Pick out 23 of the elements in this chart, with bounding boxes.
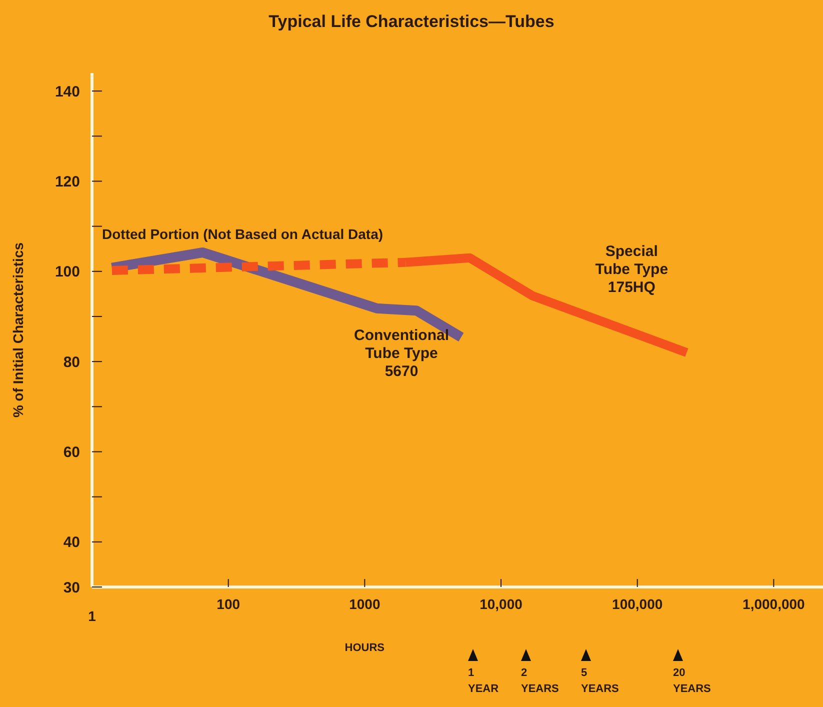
x-tick-label: 10,000: [480, 596, 523, 612]
y-tick-label: 40: [63, 534, 80, 552]
text: 1 YEAR: [468, 666, 499, 697]
chart-title: Typical Life Characteristics—Tubes: [268, 12, 556, 32]
x-axis-title: HOURS: [344, 642, 386, 654]
text: 20 YEARS: [673, 666, 711, 697]
y-tick-label: 60: [63, 444, 80, 462]
x-tick-label: 1,000,000: [742, 596, 806, 612]
text: 5 YEARS: [581, 666, 619, 697]
y-tick-label: 30: [63, 579, 80, 596]
x-tick-label: 100,000: [612, 596, 663, 612]
text: 2 YEARS: [521, 666, 559, 697]
series-label: Conventional Tube Type 5670: [352, 327, 450, 382]
y-tick-label: 80: [63, 354, 80, 371]
text: 1: [87, 608, 97, 624]
annotation: Dotted Portion (Not Based on Actual Data): [102, 226, 384, 242]
x-tick-label: 1000: [349, 596, 380, 612]
y-tick-label: 120: [54, 174, 80, 191]
series-label: Special Tube Type 175HQ: [594, 242, 670, 297]
x-tick-label: 100: [216, 596, 240, 612]
y-tick-label: 100: [54, 264, 80, 281]
y-axis-title: % of Initial Characteristics: [10, 242, 26, 418]
y-tick-label: 140: [54, 83, 80, 100]
